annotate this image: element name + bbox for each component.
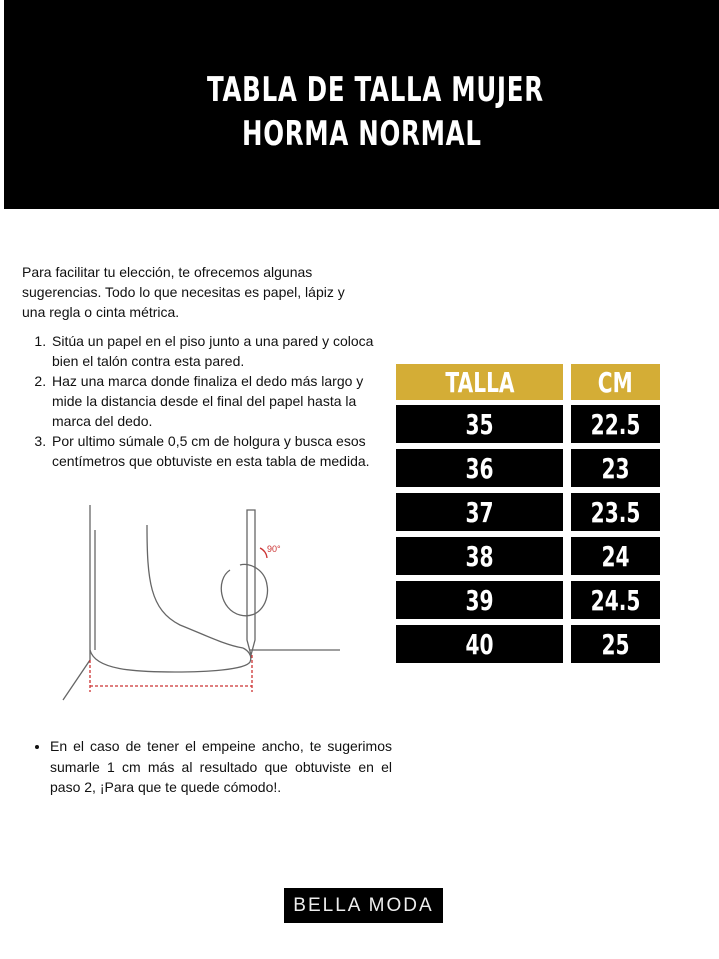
page-title: TABLA DE TALLA MUJER (207, 70, 544, 110)
tip-list: En el caso de tener el empeine ancho, te… (22, 736, 392, 798)
table-header-cm: CM (571, 364, 660, 400)
foot-measure-illustration: 90° (62, 505, 340, 701)
talla-cell: 38 (396, 537, 563, 575)
talla-cell: 35 (396, 405, 563, 443)
svg-text:90°: 90° (267, 544, 281, 554)
title-banner (4, 0, 719, 209)
step: Haz una marca donde finaliza el dedo más… (50, 371, 395, 431)
tip: En el caso de tener el empeine ancho, te… (50, 736, 392, 798)
logo-text: BELLA MODA (293, 894, 434, 916)
talla-cell: 36 (396, 449, 563, 487)
cm-cell: 22.5 (571, 405, 660, 443)
talla-cell: 39 (396, 581, 563, 619)
intro-text: Para facilitar tu elección, te ofrecemos… (22, 264, 345, 320)
talla-cell: 37 (396, 493, 563, 531)
brand-logo: BELLA MODA (284, 888, 443, 923)
page-subtitle: HORMA NORMAL (242, 114, 482, 154)
cm-cell: 25 (571, 625, 660, 663)
step: Sitúa un papel en el piso junto a una pa… (50, 331, 395, 371)
cm-cell: 23 (571, 449, 660, 487)
cm-cell: 23.5 (571, 493, 660, 531)
cm-cell: 24 (571, 537, 660, 575)
table-header-talla: TALLA (396, 364, 563, 400)
talla-cell: 40 (396, 625, 563, 663)
step: Por ultimo súmale 0,5 cm de holgura y bu… (50, 431, 395, 471)
steps-list: Sitúa un papel en el piso junto a una pa… (22, 331, 395, 471)
cm-cell: 24.5 (571, 581, 660, 619)
